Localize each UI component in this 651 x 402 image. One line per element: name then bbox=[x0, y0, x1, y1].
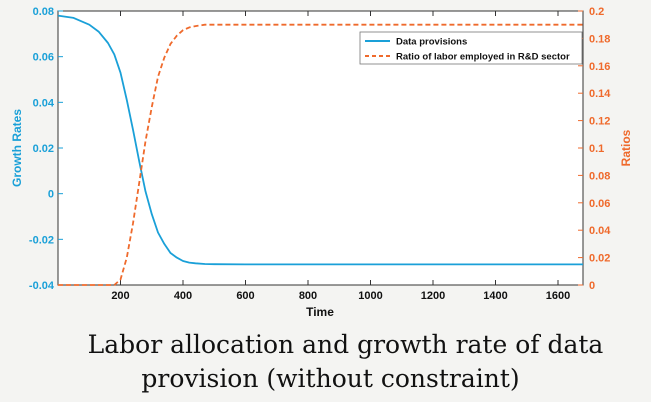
right-axis-label: Ratios bbox=[619, 129, 633, 166]
dual-axis-line-chart: 200 400 600 800 1000 1200 1400 1600 -0.04 -0.02 0… bbox=[10, 6, 633, 319]
left-tick-label: 0.06 bbox=[33, 52, 54, 64]
x-tick-label: 1400 bbox=[483, 290, 507, 302]
x-tick-label: 1600 bbox=[546, 290, 570, 302]
right-tick-label: 0.08 bbox=[589, 170, 610, 182]
legend-box bbox=[359, 31, 583, 65]
left-axis-label: Growth Rates bbox=[10, 109, 24, 187]
left-tick-label: 0.02 bbox=[33, 143, 54, 155]
series-line-data-provisions bbox=[57, 14, 583, 266]
right-tick-label: 0.06 bbox=[589, 198, 610, 210]
right-tick-label: 0.2 bbox=[589, 6, 604, 18]
x-tick-label: 400 bbox=[174, 290, 192, 302]
right-tick-label: 0.16 bbox=[589, 61, 610, 73]
x-tick-label: 800 bbox=[299, 290, 317, 302]
left-tick-label: -0.04 bbox=[29, 280, 55, 292]
x-axis-label: Time bbox=[306, 305, 334, 319]
left-tick-label: 0.04 bbox=[33, 97, 55, 109]
right-tick-label: 0.1 bbox=[589, 143, 604, 155]
x-tick-label: 1000 bbox=[358, 290, 382, 302]
x-axis-ticks: 200 400 600 800 1000 1200 1400 1600 bbox=[111, 11, 570, 302]
legend-label-labor-ratio: Ratio of labor employed in R&D sector bbox=[396, 52, 570, 63]
caption-line-2: provision (without constraint) bbox=[141, 364, 520, 393]
right-tick-label: 0.12 bbox=[589, 116, 610, 128]
right-tick-label: 0.14 bbox=[589, 88, 611, 100]
x-tick-label: 1200 bbox=[421, 290, 445, 302]
series-line-labor-ratio bbox=[58, 23, 583, 286]
right-tick-label: 0 bbox=[589, 280, 595, 292]
left-tick-label: 0 bbox=[48, 189, 54, 201]
right-tick-label: 0.18 bbox=[589, 33, 610, 45]
legend: Data provisions Ratio of labor employed … bbox=[359, 31, 583, 65]
left-axis-ticks: -0.04 -0.02 0 0.02 0.04 0.06 0.08 bbox=[29, 6, 63, 292]
x-tick-label: 600 bbox=[236, 290, 254, 302]
left-tick-label: -0.02 bbox=[29, 234, 54, 246]
legend-label-data-provisions: Data provisions bbox=[396, 37, 467, 48]
x-tick-label: 200 bbox=[111, 290, 129, 302]
series-lines bbox=[57, 14, 583, 286]
left-tick-label: 0.08 bbox=[33, 6, 54, 18]
right-tick-label: 0.04 bbox=[589, 225, 611, 237]
right-tick-label: 0.02 bbox=[589, 253, 610, 265]
caption-line-1: Labor allocation and growth rate of data bbox=[87, 330, 604, 359]
